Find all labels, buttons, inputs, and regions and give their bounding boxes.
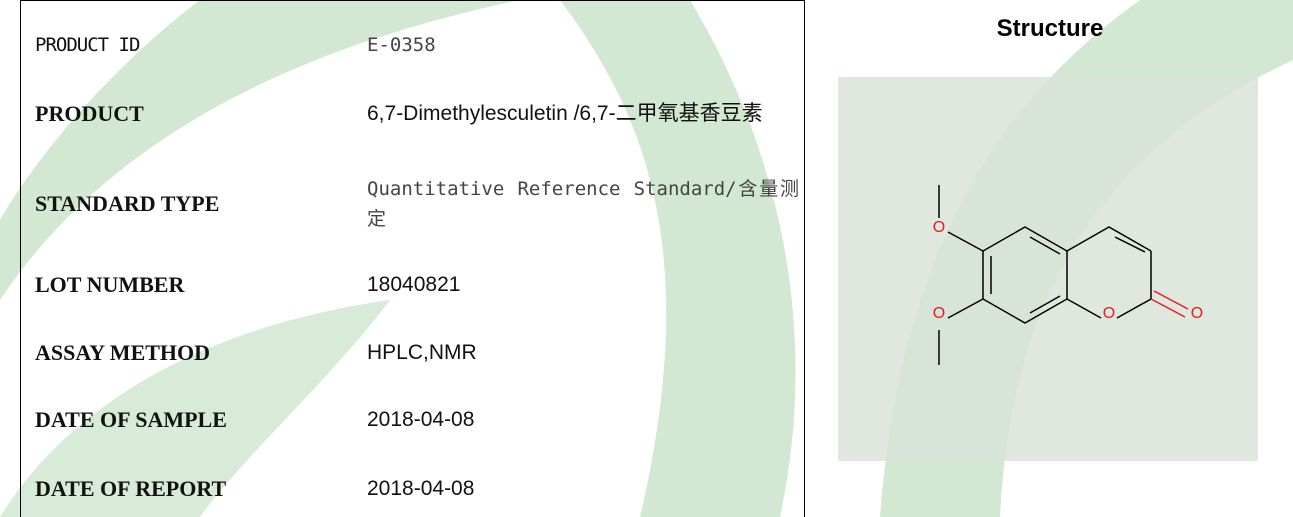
- info-table: PRODUCT ID E-0358 PRODUCT 6,7-Dimethyles…: [20, 0, 805, 517]
- value: Quantitative Reference Standard/含量测定: [367, 178, 799, 230]
- table-row: DATE OF SAMPLE 2018-04-08: [21, 402, 806, 438]
- atoms: O O O O: [933, 219, 1203, 322]
- bond: [947, 231, 984, 319]
- table-row: PRODUCT ID E-0358: [21, 27, 806, 63]
- value: 2018-04-08: [367, 477, 475, 500]
- atom-label: O: [933, 219, 945, 236]
- leaf: [0, 0, 520, 300]
- molecule: [938, 185, 1189, 365]
- label: STANDARD TYPE: [35, 191, 220, 216]
- structure-panel: Structure O O O O: [838, 15, 1258, 461]
- bond: [1150, 298, 1186, 318]
- label: LOT NUMBER: [35, 272, 185, 297]
- atom-label: O: [1191, 305, 1203, 322]
- label: DATE OF SAMPLE: [35, 407, 227, 432]
- bond: [1153, 290, 1189, 310]
- value: 2018-04-08: [367, 408, 475, 431]
- leaf: [0, 300, 390, 517]
- bond: [1066, 226, 1152, 253]
- structure-box: [838, 77, 1258, 461]
- table-row: DATE OF REPORT 2018-04-08: [21, 471, 806, 507]
- label: ASSAY METHOD: [35, 340, 211, 365]
- table-row: STANDARD TYPE Quantitative Reference Sta…: [21, 174, 806, 234]
- label: PRODUCT ID: [35, 34, 140, 56]
- label: DATE OF REPORT: [35, 476, 227, 501]
- value: E-0358: [367, 34, 436, 56]
- bond: [990, 236, 1061, 314]
- label: PRODUCT: [35, 101, 144, 126]
- leaf: [560, 0, 796, 517]
- value: HPLC,NMR: [367, 341, 477, 364]
- atom-label: O: [933, 305, 945, 322]
- table-row: PRODUCT 6,7-Dimethylesculetin /6,7-二甲氧基香…: [21, 84, 806, 144]
- atom-label: O: [1103, 305, 1115, 322]
- table-row: ASSAY METHOD HPLC,NMR: [21, 335, 806, 371]
- value: 18040821: [367, 273, 461, 296]
- value: 6,7-Dimethylesculetin /6,7-二甲氧基香豆素: [367, 102, 763, 125]
- table-row: LOT NUMBER 18040821: [21, 267, 806, 303]
- structure-title: Structure: [997, 15, 1104, 42]
